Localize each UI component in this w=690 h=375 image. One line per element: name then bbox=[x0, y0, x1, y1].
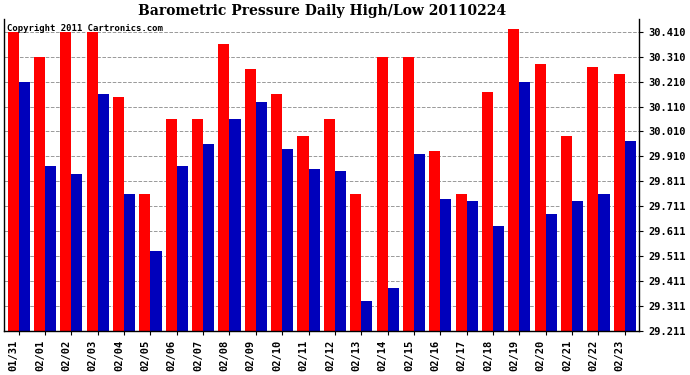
Bar bbox=[203, 144, 214, 330]
Bar bbox=[60, 32, 71, 330]
Bar bbox=[230, 119, 241, 330]
Bar bbox=[124, 194, 135, 330]
Bar bbox=[362, 301, 373, 330]
Bar bbox=[613, 74, 625, 330]
Title: Barometric Pressure Daily High/Low 20110224: Barometric Pressure Daily High/Low 20110… bbox=[138, 4, 506, 18]
Bar bbox=[587, 67, 598, 330]
Bar bbox=[219, 44, 230, 330]
Bar bbox=[19, 82, 30, 330]
Bar bbox=[34, 57, 45, 330]
Bar bbox=[71, 174, 82, 330]
Bar bbox=[520, 82, 531, 330]
Bar bbox=[625, 141, 636, 330]
Bar bbox=[271, 94, 282, 330]
Bar bbox=[45, 166, 56, 330]
Bar bbox=[598, 194, 609, 330]
Bar bbox=[493, 226, 504, 330]
Bar bbox=[561, 136, 572, 330]
Bar bbox=[139, 194, 150, 330]
Bar bbox=[8, 32, 19, 330]
Bar bbox=[403, 57, 414, 330]
Bar bbox=[308, 169, 319, 330]
Bar bbox=[455, 194, 466, 330]
Bar bbox=[572, 201, 583, 330]
Bar bbox=[282, 149, 293, 330]
Bar bbox=[192, 119, 203, 330]
Bar bbox=[166, 119, 177, 330]
Bar bbox=[245, 69, 256, 330]
Bar bbox=[351, 194, 362, 330]
Bar bbox=[87, 32, 98, 330]
Bar bbox=[98, 94, 109, 330]
Bar bbox=[150, 251, 161, 330]
Bar bbox=[429, 152, 440, 330]
Bar bbox=[324, 119, 335, 330]
Bar bbox=[440, 199, 451, 330]
Bar bbox=[388, 288, 399, 330]
Bar bbox=[335, 171, 346, 330]
Bar bbox=[482, 92, 493, 330]
Bar bbox=[177, 166, 188, 330]
Bar bbox=[377, 57, 388, 330]
Bar bbox=[297, 136, 308, 330]
Bar bbox=[414, 154, 425, 330]
Bar bbox=[509, 29, 520, 330]
Text: Copyright 2011 Cartronics.com: Copyright 2011 Cartronics.com bbox=[8, 24, 164, 33]
Bar bbox=[256, 102, 267, 330]
Bar bbox=[546, 214, 557, 330]
Bar bbox=[535, 64, 546, 330]
Bar bbox=[466, 201, 477, 330]
Bar bbox=[113, 97, 124, 330]
